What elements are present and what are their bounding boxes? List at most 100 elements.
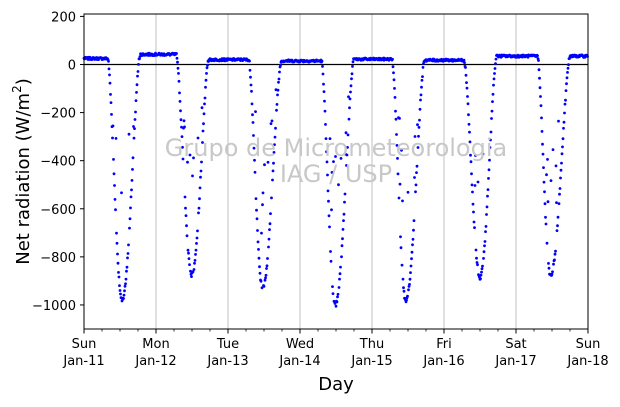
data-point bbox=[481, 152, 485, 156]
data-point bbox=[185, 234, 189, 238]
x-tick-date-3: Jan-14 bbox=[278, 354, 320, 369]
data-point bbox=[492, 83, 495, 87]
data-point bbox=[205, 72, 208, 75]
data-point bbox=[133, 118, 137, 121]
data-point bbox=[342, 212, 346, 216]
data-point bbox=[260, 231, 263, 235]
data-point bbox=[472, 210, 475, 214]
data-point bbox=[486, 188, 490, 192]
data-point bbox=[408, 283, 411, 286]
data-point bbox=[392, 78, 396, 82]
data-point bbox=[340, 244, 344, 248]
data-point bbox=[203, 96, 207, 100]
data-point bbox=[350, 72, 354, 76]
x-tick-day-4: Thu bbox=[359, 337, 384, 352]
data-point bbox=[108, 73, 111, 77]
data-point bbox=[463, 61, 466, 64]
data-point bbox=[470, 172, 473, 176]
data-point bbox=[544, 215, 547, 219]
data-point bbox=[187, 251, 190, 255]
data-point bbox=[351, 65, 354, 68]
data-point bbox=[406, 294, 409, 298]
data-point bbox=[494, 62, 497, 66]
data-point bbox=[555, 229, 559, 233]
data-point bbox=[395, 144, 399, 147]
x-tick-day-6: Sat bbox=[505, 337, 526, 352]
x-tick-day-7: Sun bbox=[576, 337, 601, 352]
data-point bbox=[348, 106, 351, 110]
data-point bbox=[549, 179, 553, 183]
data-point bbox=[394, 109, 397, 113]
data-point bbox=[331, 285, 334, 288]
data-point bbox=[413, 135, 417, 138]
data-point bbox=[484, 230, 487, 234]
data-point bbox=[197, 206, 201, 210]
data-point bbox=[414, 190, 417, 194]
data-point bbox=[556, 224, 559, 228]
y-tick-label-5: −800 bbox=[40, 251, 76, 266]
data-point bbox=[482, 250, 486, 254]
data-point bbox=[117, 271, 120, 274]
data-point bbox=[201, 141, 204, 144]
data-point bbox=[323, 109, 327, 113]
data-point bbox=[321, 65, 324, 68]
data-point bbox=[133, 127, 136, 130]
data-point bbox=[250, 89, 253, 93]
data-point bbox=[412, 219, 416, 223]
data-point bbox=[473, 184, 477, 187]
data-point bbox=[490, 117, 493, 120]
data-point bbox=[411, 237, 415, 241]
data-point bbox=[203, 102, 206, 106]
data-point bbox=[137, 63, 140, 66]
data-point bbox=[328, 225, 331, 229]
data-point bbox=[128, 226, 131, 230]
data-point bbox=[134, 99, 138, 102]
data-point bbox=[543, 202, 547, 206]
data-point bbox=[341, 237, 344, 241]
data-point bbox=[180, 135, 184, 139]
data-point bbox=[344, 131, 348, 135]
data-point bbox=[547, 266, 551, 270]
data-point bbox=[539, 104, 543, 107]
data-point bbox=[132, 125, 135, 128]
data-point bbox=[545, 173, 548, 177]
data-point bbox=[116, 261, 120, 265]
data-point bbox=[252, 134, 255, 137]
data-point bbox=[475, 261, 479, 264]
data-point bbox=[269, 122, 273, 125]
data-point bbox=[547, 262, 550, 265]
data-point bbox=[538, 86, 542, 90]
data-point bbox=[559, 176, 562, 180]
data-point bbox=[397, 196, 401, 200]
y-axis-label: Net radiation (W/m2) bbox=[10, 78, 34, 265]
data-point bbox=[411, 243, 414, 247]
data-point bbox=[557, 119, 560, 123]
data-point bbox=[488, 146, 492, 149]
data-point bbox=[471, 202, 475, 206]
data-point bbox=[396, 157, 399, 160]
data-point bbox=[186, 160, 189, 164]
y-tick-label-3: −400 bbox=[40, 155, 76, 170]
data-point bbox=[391, 57, 394, 61]
data-point bbox=[256, 240, 260, 244]
y-axis: 200 0 −200 −400 −600 −800 −1000 bbox=[32, 10, 84, 314]
data-point bbox=[200, 160, 203, 164]
data-point bbox=[400, 148, 403, 152]
data-point bbox=[194, 248, 198, 252]
data-point bbox=[541, 152, 545, 156]
data-point bbox=[273, 143, 276, 147]
data-point bbox=[399, 235, 402, 239]
data-point bbox=[479, 277, 482, 281]
data-point bbox=[277, 80, 280, 84]
data-point bbox=[175, 52, 178, 55]
data-point bbox=[205, 66, 209, 70]
data-point bbox=[338, 277, 341, 281]
data-point bbox=[178, 100, 182, 103]
data-point bbox=[415, 171, 418, 175]
data-point bbox=[468, 140, 472, 144]
data-point bbox=[551, 148, 555, 152]
data-point bbox=[194, 253, 197, 256]
data-point bbox=[200, 106, 204, 110]
data-point bbox=[483, 244, 486, 248]
